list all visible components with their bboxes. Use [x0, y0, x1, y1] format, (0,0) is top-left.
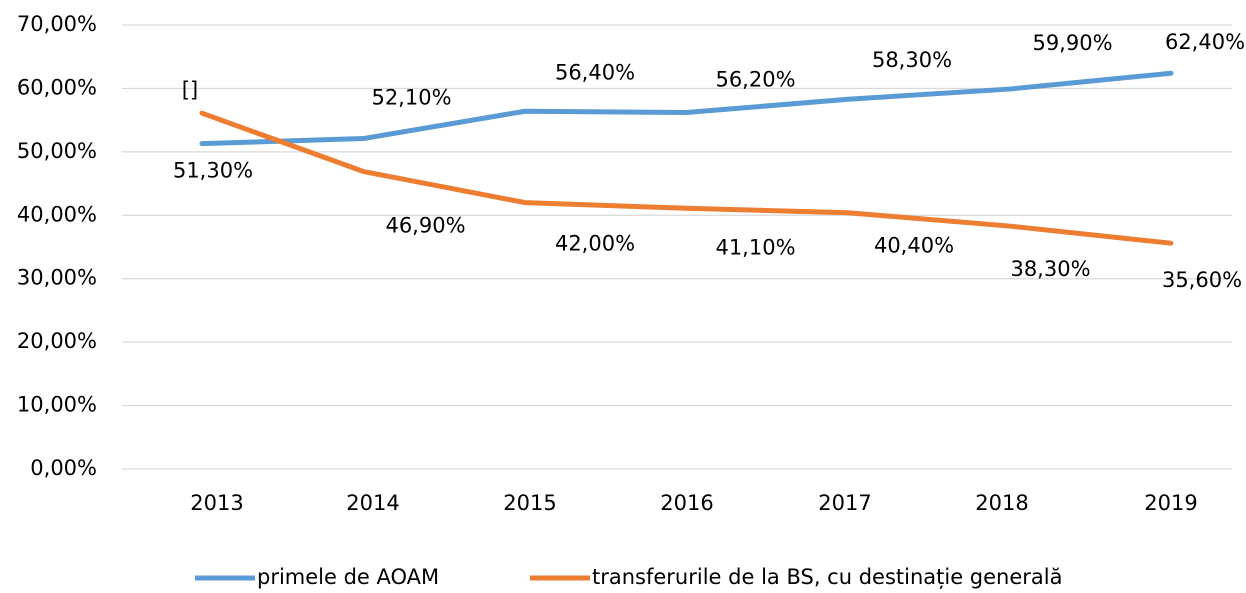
y-tick-label: 0,00%	[30, 456, 97, 480]
y-tick-label: 20,00%	[17, 329, 97, 353]
x-tick-label: 2017	[818, 491, 871, 515]
x-tick-label: 2016	[660, 491, 713, 515]
data-label: 58,30%	[872, 48, 952, 72]
data-label: 59,90%	[1032, 31, 1112, 55]
data-label: []	[182, 78, 198, 102]
y-tick-label: 10,00%	[17, 393, 97, 417]
series-line	[199, 70, 1174, 147]
x-tick-label: 2014	[346, 491, 399, 515]
data-label: 62,40%	[1165, 30, 1245, 54]
data-label: 42,00%	[555, 232, 635, 256]
data-label: 35,60%	[1162, 268, 1242, 292]
legend-label: transferurile de la BS, cu destinație ge…	[592, 565, 1062, 589]
data-label: 51,30%	[173, 159, 253, 183]
data-label: 56,20%	[715, 68, 795, 92]
x-tick-label: 2018	[975, 491, 1028, 515]
y-tick-label: 60,00%	[17, 75, 97, 99]
data-label: 41,10%	[715, 235, 795, 259]
y-tick-label: 50,00%	[17, 139, 97, 163]
legend-label: primele de AOAM	[257, 565, 439, 589]
series-line	[199, 110, 1174, 246]
data-label: 52,10%	[371, 86, 451, 110]
y-tick-label: 30,00%	[17, 266, 97, 290]
x-tick-label: 2015	[503, 491, 556, 515]
x-tick-label: 2019	[1144, 491, 1197, 515]
y-tick-label: 70,00%	[17, 12, 97, 36]
data-label: 40,40%	[874, 234, 954, 258]
data-label: 38,30%	[1010, 257, 1090, 281]
x-tick-label: 2013	[190, 491, 243, 515]
data-label: 46,90%	[385, 214, 465, 238]
y-tick-label: 40,00%	[17, 202, 97, 226]
data-label: 56,40%	[555, 60, 635, 84]
